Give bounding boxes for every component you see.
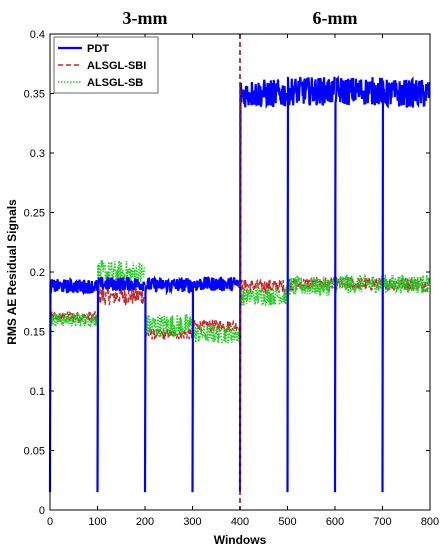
series-pdt	[48, 75, 431, 493]
series-alsgl-sb	[49, 259, 431, 493]
y-tick-label: 0.1	[30, 386, 45, 398]
x-axis-title: Windows	[214, 533, 267, 547]
y-tick-label: 0.05	[24, 446, 45, 458]
series-layer	[48, 75, 431, 493]
legend-label-alsgl-sbi: ALSGL-SBI	[87, 60, 146, 72]
y-tick-label: 0.15	[24, 327, 45, 339]
y-tick-label: 0.3	[30, 148, 45, 160]
x-tick-label: 700	[373, 516, 391, 528]
legend-box	[53, 36, 159, 94]
region-label-6mm: 6-mm	[313, 8, 358, 28]
x-tick-label: 0	[47, 516, 53, 528]
legend-label-alsgl-sb: ALSGL-SB	[87, 77, 143, 89]
y-tick-label: 0.2	[30, 267, 45, 279]
series-line-pdt	[48, 75, 431, 493]
ticks-layer: 0 100 200 300 400 500 600 700 800 0 0.05 0.1 0.15 0.2…	[24, 29, 440, 528]
x-tick-label: 100	[88, 516, 106, 528]
y-tick-label: 0.35	[24, 89, 45, 101]
x-tick-label: 800	[421, 516, 439, 528]
x-tick-label: 600	[326, 516, 344, 528]
legend: PDT ALSGL-SBI ALSGL-SB	[53, 36, 159, 94]
series-line-alsgl-sb	[49, 259, 431, 493]
x-tick-label: 300	[183, 516, 201, 528]
y-tick-label: 0.25	[24, 208, 45, 220]
legend-label-pdt: PDT	[87, 43, 109, 55]
x-tick-label: 400	[231, 516, 249, 528]
y-tick-label: 0.4	[30, 29, 45, 41]
region-label-3mm: 3-mm	[123, 8, 168, 28]
y-tick-label: 0	[39, 505, 45, 517]
x-tick-label: 500	[278, 516, 296, 528]
x-tick-label: 200	[136, 516, 154, 528]
y-axis-title: RMS AE Residual Signals	[5, 199, 19, 345]
